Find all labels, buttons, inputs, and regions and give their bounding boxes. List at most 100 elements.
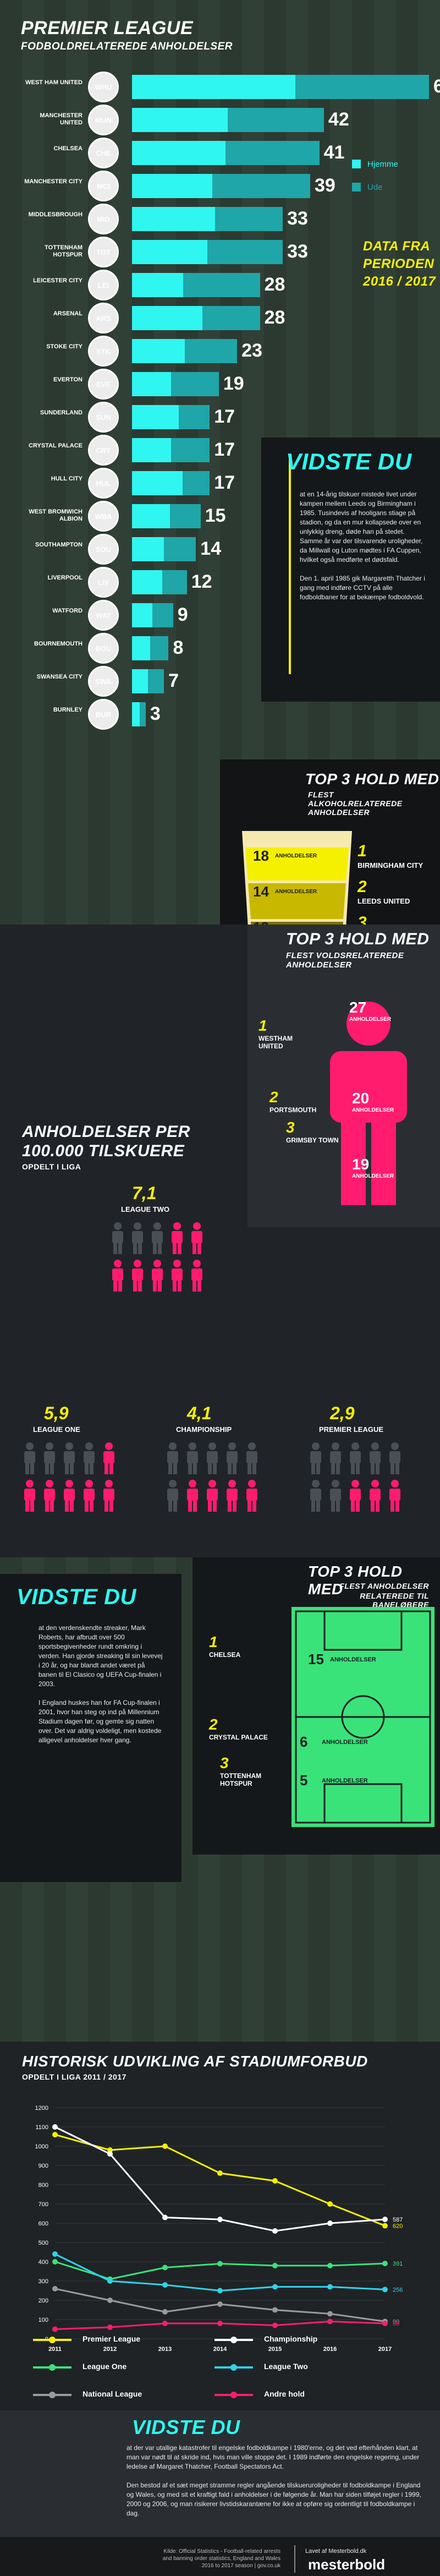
person-icon — [205, 1479, 220, 1512]
per100k-subtitle: Opdelt i liga — [22, 1162, 81, 1171]
legend-swatch — [33, 2364, 72, 2371]
legend-home-label: Hjemme — [367, 160, 398, 169]
pitch-subtitle: flest anholdelser — [339, 1582, 429, 1590]
fact-title-3: Vidste du — [132, 2416, 240, 2438]
fact-text-3: at der var utallige katastrofer til enge… — [127, 2444, 421, 2517]
bar-home — [132, 405, 179, 429]
person-icon — [165, 1479, 180, 1512]
series-point — [272, 2322, 278, 2328]
pitch-unit: Anholdelser — [322, 1739, 368, 1746]
person-icon — [205, 1442, 220, 1475]
legend-dot — [230, 2337, 237, 2343]
club-crest-icon: BUR — [88, 699, 119, 730]
legend-label: League One — [82, 2362, 127, 2371]
league-name: League Two — [121, 1205, 170, 1213]
bar-away — [178, 405, 210, 429]
club-label: Bournemouth — [34, 641, 82, 647]
person-figure-icon — [330, 1002, 407, 1205]
club-label: Manchester City — [24, 178, 82, 185]
legend-home-swatch — [352, 160, 361, 168]
legend-swatch — [33, 2392, 72, 2398]
club-crest-icon: MCI — [88, 171, 119, 201]
series-point — [217, 2261, 223, 2267]
bar-home — [132, 372, 172, 396]
bar-home — [132, 339, 185, 363]
series-point — [107, 2278, 113, 2284]
alcohol-subtitle: flest alkoholrelaterede anholdelser — [308, 790, 403, 817]
legend-label: National League — [82, 2389, 142, 2398]
legend-swatch — [33, 2337, 72, 2343]
series-point — [107, 2298, 113, 2303]
person-icon — [101, 1442, 117, 1475]
series-end-label: 90 — [393, 2319, 399, 2326]
pitch-num: 15 — [308, 1651, 324, 1667]
legend-away-swatch — [352, 183, 361, 192]
bar-home — [132, 669, 148, 693]
bar-home — [132, 75, 295, 99]
club-label: Liverpool — [47, 575, 82, 581]
bar-away — [162, 570, 187, 594]
club-crest-icon: WHU — [88, 72, 119, 102]
y-tick-label: 100 — [38, 2317, 48, 2323]
y-tick-label: 900 — [38, 2163, 48, 2169]
pitch-team: Chelsea — [209, 1651, 241, 1659]
series-point — [217, 2288, 223, 2294]
fact-box-1: at en 14-årig tilskuer mistede livet und… — [261, 437, 440, 702]
club-label: Everton — [53, 376, 82, 383]
person-icon — [185, 1442, 200, 1475]
bar-away — [184, 339, 238, 363]
legend-dot — [230, 2364, 237, 2371]
bar-home — [132, 438, 171, 462]
legend-label: League Two — [264, 2362, 308, 2371]
bar-home — [132, 306, 202, 330]
pitch-unit: Anholdelser — [330, 1656, 376, 1663]
legend-dot — [49, 2392, 56, 2398]
violence-unit: Anholdelser — [352, 1107, 394, 1113]
alcohol-num: 18 — [253, 847, 269, 864]
data-period-line3: 2016 / 2017 — [363, 274, 436, 289]
fact-box-2: at den verdenskendte streaker, Mark Robe… — [0, 1574, 182, 1882]
bar-value: 33 — [287, 241, 308, 262]
person-icon — [308, 1479, 323, 1512]
bar-value: 65 — [433, 76, 440, 97]
club-label: Stoke City — [46, 343, 82, 350]
person-icon — [150, 1222, 165, 1255]
y-tick-label: 400 — [38, 2259, 48, 2266]
y-tick-label: 1100 — [35, 2124, 48, 2131]
person-icon — [308, 1442, 323, 1475]
bar-value: 9 — [177, 604, 188, 625]
pitch-team: Crystal Palace — [209, 1733, 268, 1741]
fact-title-2: Vidste du — [16, 1585, 136, 1609]
person-icon — [42, 1479, 57, 1512]
fact-divider — [289, 454, 291, 674]
legend-dot — [49, 2337, 56, 2343]
person-icon — [367, 1479, 383, 1512]
club-label: Crystal Palace — [29, 442, 82, 449]
series-point — [162, 2309, 168, 2315]
club-crest-icon: STK — [88, 336, 119, 367]
fact-text-2: at den verdenskendte streaker, Mark Robe… — [38, 1624, 163, 1744]
legend-swatch — [215, 2337, 253, 2343]
bar-home — [132, 174, 212, 198]
bar-home — [132, 702, 140, 726]
person-icon — [165, 1442, 180, 1475]
series-line — [54, 2126, 386, 2232]
club-crest-icon: SWA — [88, 666, 119, 697]
legend-label: Premier League — [82, 2334, 141, 2343]
person-icon — [348, 1479, 363, 1512]
pitch-num: 5 — [300, 1772, 308, 1789]
series-point — [272, 2284, 278, 2290]
series-point — [327, 2311, 333, 2317]
x-tick-label: 2014 — [213, 2346, 227, 2353]
violence-num: 20 — [352, 1090, 370, 1107]
series-point — [382, 2321, 388, 2326]
league-value: 7,1 — [132, 1183, 157, 1203]
violence-subtitle: flest voldsrelaterede anholdelser — [286, 951, 404, 970]
series-point — [107, 2151, 113, 2157]
pitch-num: 6 — [300, 1733, 308, 1750]
violence-rank: 1 — [258, 1017, 267, 1034]
club-label: Watford — [52, 608, 82, 614]
series-end-label: 620 — [393, 2223, 403, 2230]
bar-value: 41 — [323, 142, 345, 163]
bar-away — [150, 636, 169, 660]
